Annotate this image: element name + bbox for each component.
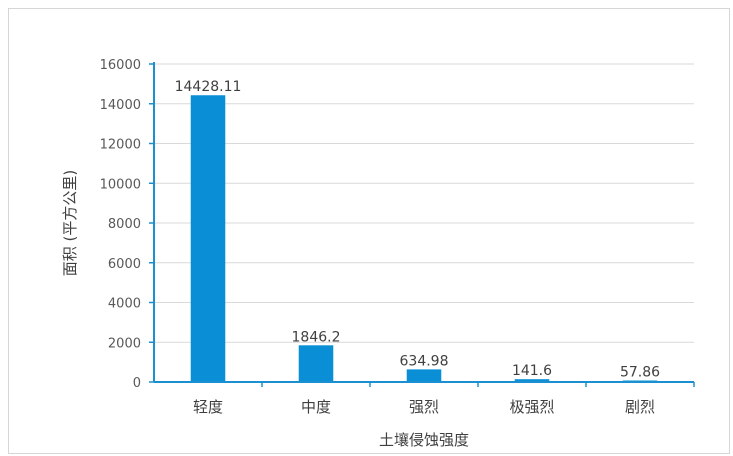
y-tick-label: 12000: [100, 138, 141, 153]
x-tick-labels: 轻度 中度 强烈 极强烈 剧烈: [193, 398, 655, 416]
bars: [190, 95, 658, 383]
y-tick-label: 6000: [108, 257, 141, 272]
data-label: 141.6: [512, 363, 552, 379]
y-axis-title: 面积 (平方公里): [61, 170, 79, 276]
x-tick-label: 剧烈: [625, 398, 655, 416]
x-tick-label: 轻度: [193, 398, 223, 416]
data-label: 57.86: [620, 365, 660, 381]
bar: [298, 345, 334, 382]
y-tick-label: 2000: [108, 336, 141, 351]
x-tick-label: 极强烈: [509, 398, 554, 416]
x-tick-label: 中度: [301, 398, 331, 416]
y-tick-label: 10000: [100, 177, 141, 192]
y-tick-labels: 0 2000 4000 6000 8000 10000 12000 14000 16000: [100, 58, 141, 391]
gridlines: [154, 63, 694, 343]
axes: [149, 62, 695, 387]
y-tick-label: 8000: [108, 217, 141, 232]
x-axis-title: 土壤侵蚀强度: [379, 431, 469, 449]
chart-frame: [8, 8, 730, 454]
data-labels: 14428.11 1846.2 634.98 141.6 57.86: [175, 79, 661, 380]
bar: [406, 369, 442, 382]
data-label: 1846.2: [292, 329, 341, 345]
y-tick-label: 16000: [100, 58, 141, 73]
bar: [514, 379, 550, 382]
y-tick-label: 0: [133, 376, 141, 391]
data-label: 14428.11: [175, 79, 242, 95]
y-tick-label: 4000: [108, 297, 141, 312]
bar: [190, 95, 226, 383]
y-tick-label: 14000: [100, 98, 141, 113]
data-label: 634.98: [400, 353, 449, 369]
x-tick-label: 强烈: [409, 398, 439, 416]
